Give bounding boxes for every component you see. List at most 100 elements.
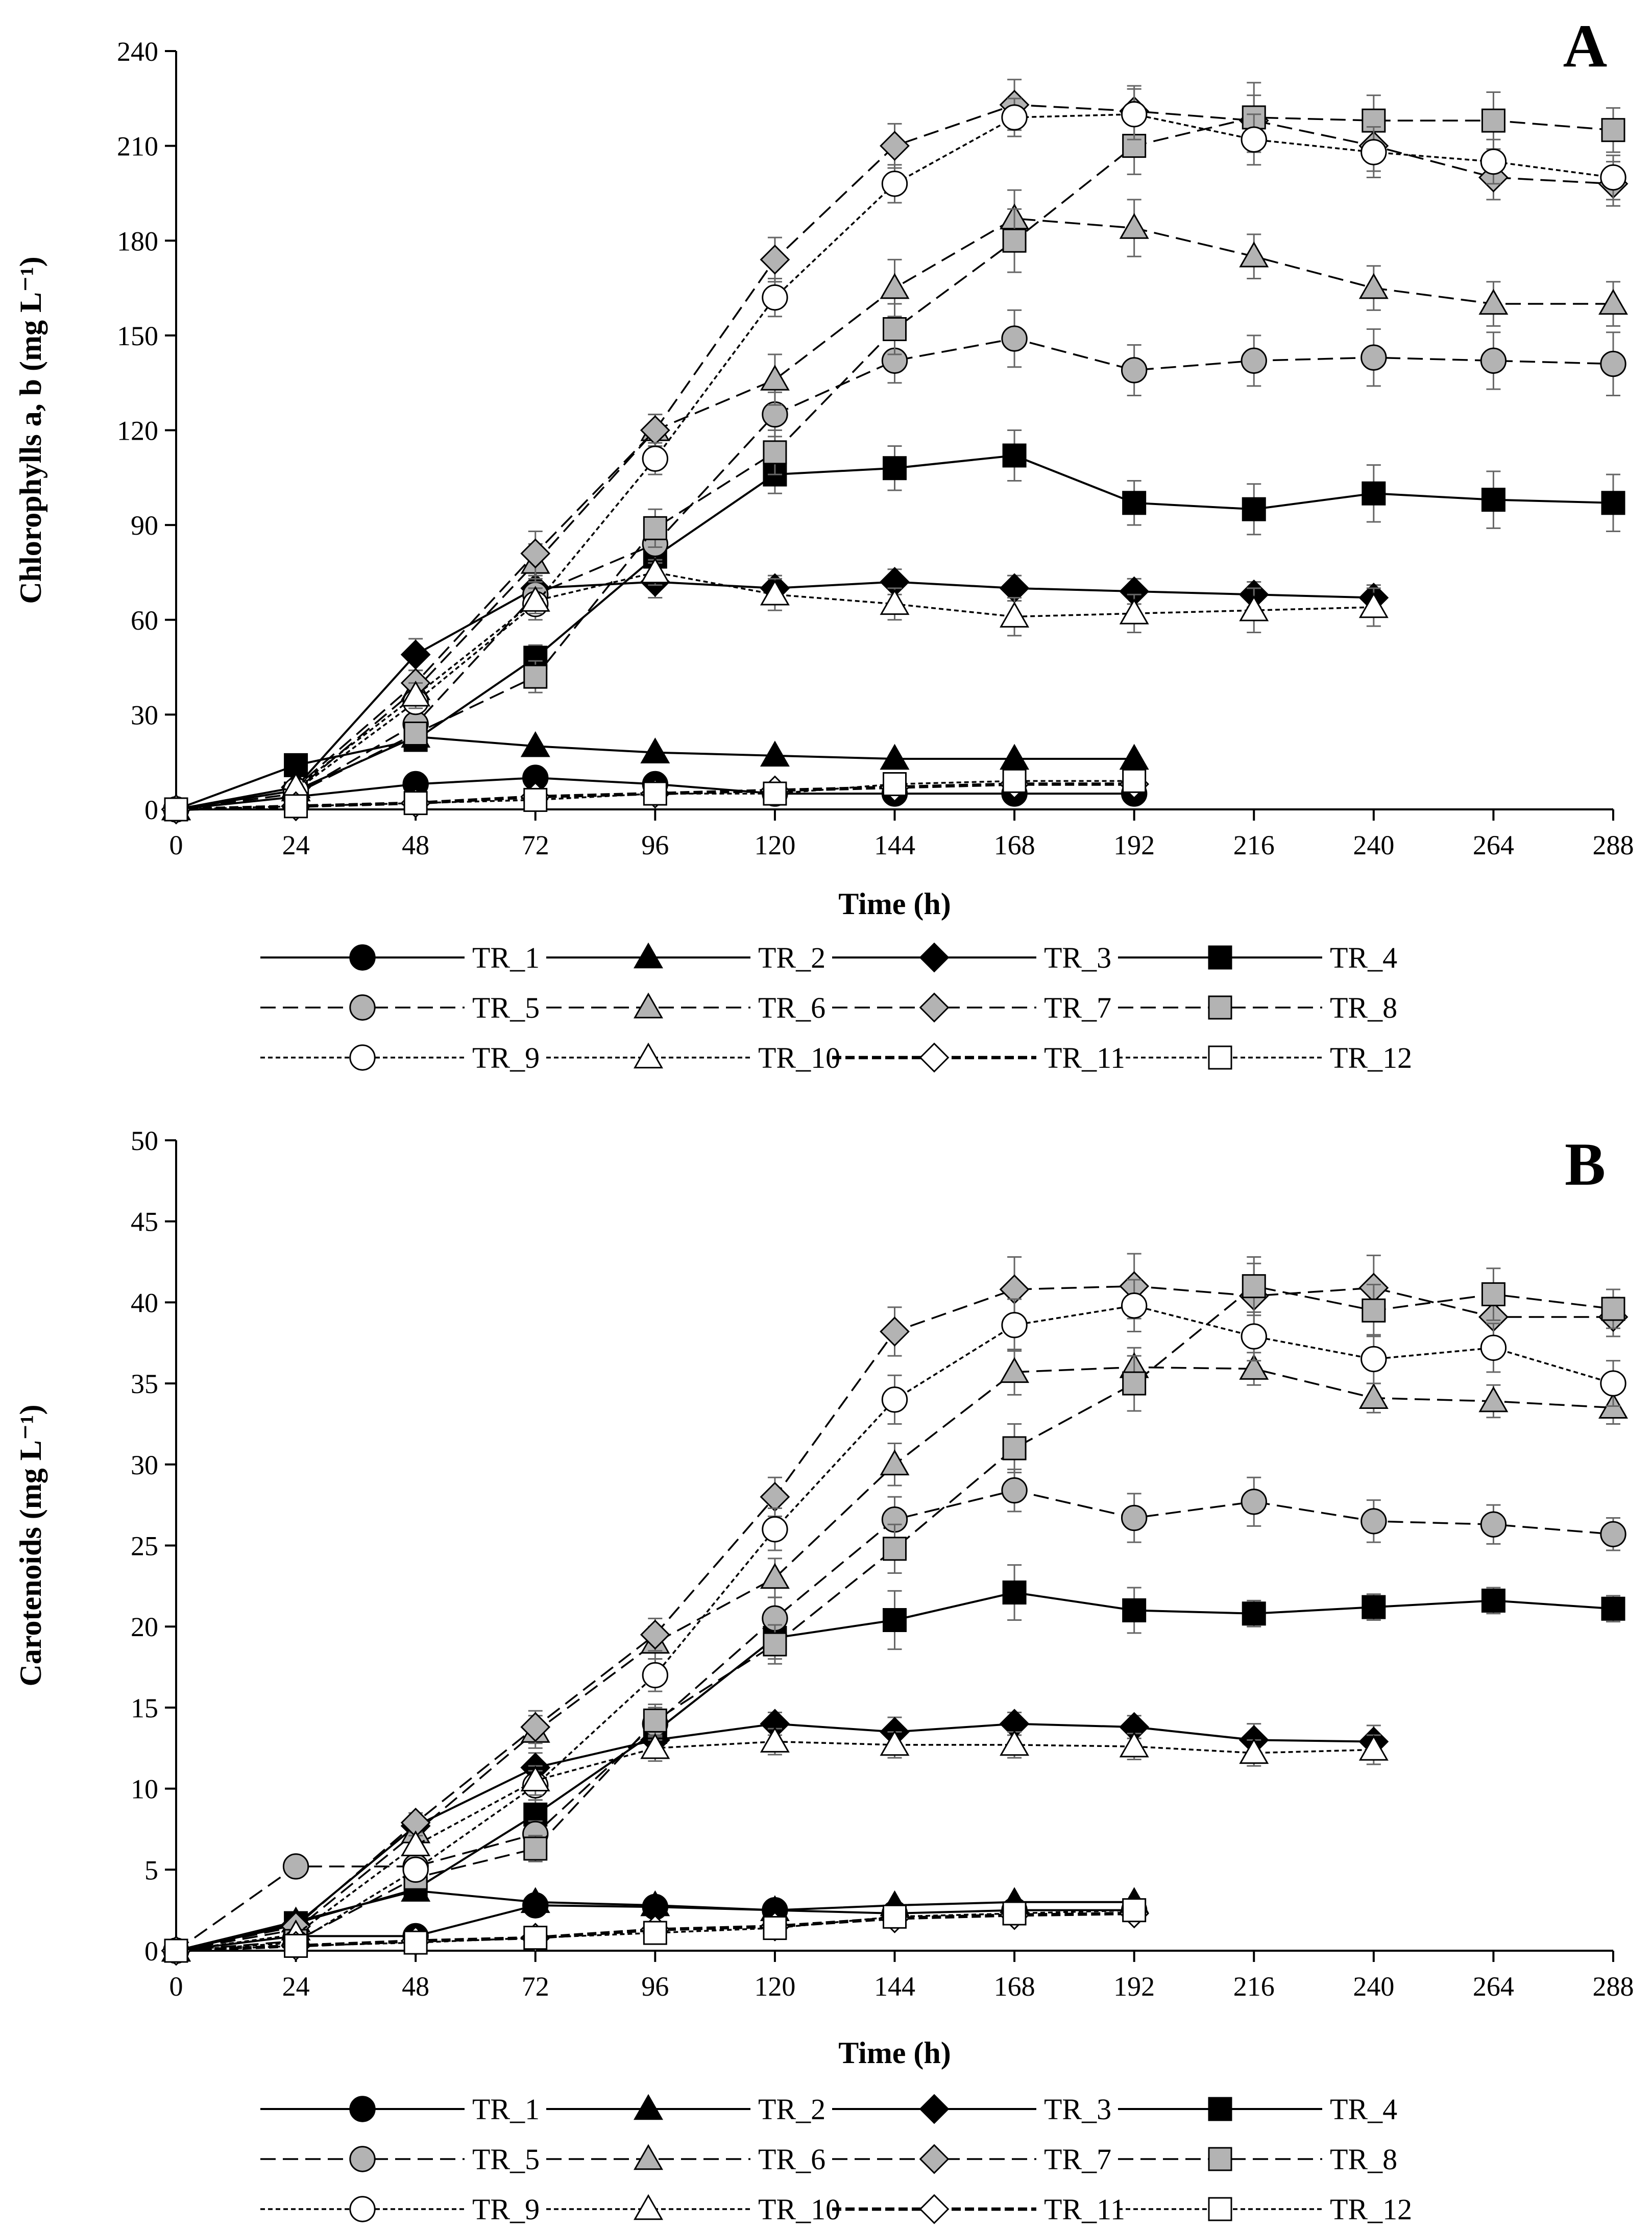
legend-label: TR_4 (1330, 2093, 1397, 2126)
marker-triangle (634, 992, 663, 1019)
marker-square (1601, 118, 1625, 142)
marker-triangle (520, 1887, 550, 1913)
x-tick-label: 0 (169, 1971, 183, 2002)
x-tick-label: 48 (402, 1971, 429, 2002)
legend-item-TR_1: TR_1 (260, 941, 540, 974)
series-line (176, 581, 1374, 810)
marker-circle (349, 994, 376, 1021)
marker-square (1242, 1601, 1266, 1626)
marker-square (1122, 1598, 1147, 1622)
marker-diamond (520, 538, 551, 569)
marker-diamond (880, 131, 910, 161)
marker-square (1002, 1901, 1027, 1926)
legend-item-TR_2: TR_2 (546, 941, 825, 974)
legend-label: TR_11 (1044, 1041, 1125, 1074)
y-tick-label: 30 (131, 700, 158, 730)
series-TR_12 (164, 1898, 1147, 1963)
marker-triangle (880, 744, 910, 770)
marker-circle (1241, 347, 1267, 374)
marker-triangle (1358, 1383, 1389, 1409)
legend-label: TR_10 (758, 2193, 840, 2226)
marker-square (883, 772, 907, 796)
x-axis-title: Time (h) (838, 887, 951, 921)
marker-square (1122, 1371, 1147, 1396)
legend-item-TR_11: TR_11 (832, 2193, 1125, 2226)
x-tick-label: 24 (282, 830, 310, 860)
marker-square (1122, 1898, 1147, 1923)
marker-circle (349, 944, 376, 971)
marker-square (1002, 769, 1027, 793)
marker-triangle (880, 1730, 910, 1756)
marker-square (763, 462, 787, 487)
marker-circle (349, 2196, 376, 2222)
legend-item-TR_10: TR_10 (546, 1041, 840, 1074)
marker-square (1362, 481, 1386, 506)
marker-circle (1600, 350, 1626, 377)
marker-square (403, 791, 428, 816)
panel-letter: B (1565, 1130, 1606, 1198)
marker-circle (1001, 1477, 1028, 1504)
marker-square (883, 317, 907, 341)
series-line (176, 1740, 1374, 1952)
marker-square (643, 781, 667, 806)
legend-label: TR_12 (1330, 1041, 1412, 1074)
marker-square (284, 794, 308, 819)
marker-square (763, 781, 787, 806)
legend-item-TR_6: TR_6 (546, 991, 825, 1024)
x-tick-label: 144 (874, 1971, 915, 2002)
legend-item-TR_4: TR_4 (1118, 941, 1397, 974)
y-tick-label: 5 (144, 1855, 158, 1885)
marker-square (523, 1926, 548, 1950)
marker-circle (1241, 1489, 1267, 1515)
marker-square (763, 1916, 787, 1940)
legend-label: TR_8 (1330, 2143, 1397, 2176)
marker-triangle (520, 731, 550, 757)
marker-triangle (1358, 273, 1389, 299)
x-tick-label: 48 (402, 830, 429, 860)
marker-circle (1121, 1504, 1148, 1531)
marker-square (883, 456, 907, 481)
marker-square (1208, 2147, 1232, 2171)
marker-square (1002, 228, 1027, 253)
marker-circle (1361, 1346, 1387, 1373)
x-tick-label: 96 (641, 1971, 669, 2002)
marker-triangle (634, 2144, 663, 2170)
marker-square (643, 1921, 667, 1945)
marker-circle (881, 1386, 908, 1413)
y-tick-label: 40 (131, 1287, 158, 1318)
y-tick-label: 35 (131, 1369, 158, 1399)
chart-panel-A: 0 30 60 90 120 150 180 210 240 0 24 48 72 96 120 144 168… (14, 12, 1634, 1074)
legend-label: TR_3 (1044, 2093, 1111, 2126)
marker-circle (1361, 344, 1387, 371)
marker-triangle (640, 557, 670, 584)
marker-square (403, 722, 428, 746)
marker-triangle (1598, 289, 1628, 315)
marker-square (1601, 491, 1625, 515)
x-tick-label: 120 (754, 1971, 795, 2002)
marker-circle (1361, 139, 1387, 165)
marker-square (1362, 1298, 1386, 1323)
legend-label: TR_7 (1044, 991, 1111, 1024)
y-tick-label: 120 (117, 416, 158, 446)
marker-triangle (634, 2194, 663, 2220)
marker-square (1002, 1580, 1027, 1605)
marker-square (1601, 1297, 1625, 1321)
marker-triangle (520, 1765, 550, 1792)
x-tick-label: 216 (1233, 830, 1275, 860)
y-tick-label: 210 (117, 131, 158, 162)
legend-label: TR_8 (1330, 991, 1397, 1024)
legend-item-TR_9: TR_9 (260, 1041, 540, 1074)
marker-triangle (1119, 598, 1149, 625)
y-axis-title: Chlorophylls a, b (mg L⁻¹) (14, 256, 47, 604)
marker-square (1122, 491, 1147, 515)
marker-square (883, 1537, 907, 1561)
marker-diamond (520, 1712, 551, 1742)
y-tick-label: 10 (131, 1774, 158, 1805)
y-tick-label: 150 (117, 321, 158, 351)
legend-label: TR_7 (1044, 2143, 1111, 2176)
series-TR_2 (161, 722, 1149, 821)
x-tick-label: 168 (994, 830, 1035, 860)
marker-triangle (520, 586, 550, 612)
marker-circle (282, 1853, 309, 1880)
